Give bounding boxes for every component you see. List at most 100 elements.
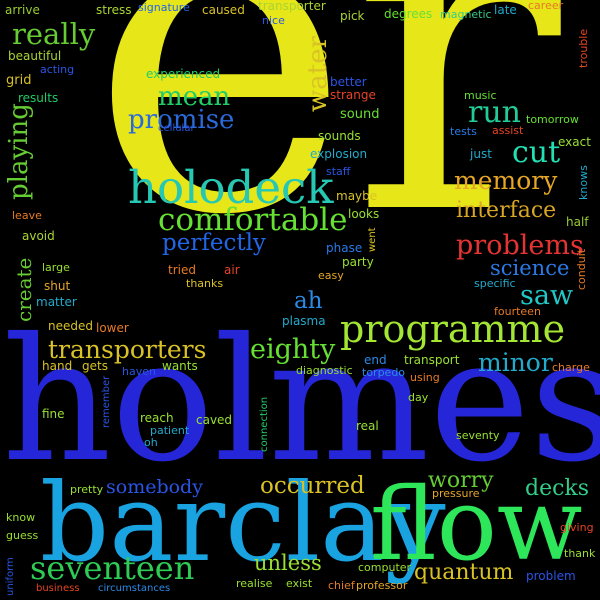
cloud-word: worry (428, 468, 494, 493)
cloud-word: trouble (577, 28, 590, 68)
cloud-word: stress (96, 3, 132, 17)
cloud-word: science (490, 256, 570, 280)
cloud-word: er (90, 0, 561, 311)
cloud-word: promise (128, 105, 235, 135)
cloud-word: eighty (250, 334, 336, 365)
cloud-word: strange (330, 88, 376, 102)
cloud-word: music (464, 89, 497, 102)
cloud-word: hand (42, 359, 73, 373)
cloud-word: guess (6, 529, 39, 542)
cloud-word: career (528, 0, 564, 12)
cloud-word: comfortable (158, 202, 348, 238)
cloud-word: uniform (5, 557, 16, 596)
cloud-word: know (6, 511, 36, 524)
cloud-word: charge (552, 361, 590, 374)
cloud-word: assist (492, 124, 524, 137)
cloud-word: easy (318, 269, 344, 282)
cloud-word: unless (254, 551, 322, 575)
cloud-word: sound (340, 107, 380, 122)
cloud-word: diagnostic (296, 364, 353, 377)
cloud-word: signature (138, 1, 190, 14)
cloud-word: knows (577, 165, 590, 200)
cloud-word: exact (558, 135, 591, 149)
cloud-word: computer (358, 561, 412, 574)
cloud-word: just (470, 147, 492, 161)
cloud-word: saw (520, 280, 574, 311)
cloud-word: water (303, 35, 333, 112)
cloud-word: flow (370, 466, 583, 583)
cloud-word: thanks (186, 277, 224, 290)
cloud-word: interface (456, 198, 557, 223)
cloud-word: tests (450, 125, 477, 138)
cloud-word: went (367, 227, 378, 252)
cloud-word: caused (202, 3, 245, 17)
cloud-word: degrees (384, 7, 433, 21)
cloud-word: end (364, 353, 387, 367)
cloud-word: plasma (282, 314, 326, 328)
cloud-word: tomorrow (526, 113, 579, 126)
cloud-word: transport (404, 353, 460, 367)
cloud-word: connection (259, 396, 270, 452)
cloud-word: perfectly (162, 230, 266, 256)
cloud-word: maybe (336, 189, 378, 203)
cloud-word: results (18, 91, 59, 105)
cloud-word: business (36, 583, 80, 594)
cloud-word: professor (356, 579, 408, 592)
cloud-word: seventeen (30, 549, 195, 587)
cloud-word: fourteen (494, 305, 541, 318)
cloud-word: oh (144, 436, 158, 449)
cloud-word: giving (560, 521, 594, 534)
cloud-word: quantum (414, 560, 514, 585)
cloud-word: circumstances (98, 583, 171, 594)
cloud-word: really (12, 17, 96, 51)
cloud-word: run (468, 95, 521, 130)
cloud-word: real (356, 419, 379, 433)
cloud-word: create (12, 257, 36, 322)
cloud-word: phase (326, 241, 363, 255)
cloud-word: tried (168, 263, 196, 277)
cloud-word: conduit (575, 248, 588, 290)
cloud-word: magnetic (440, 8, 492, 21)
cloud-word: problem (526, 569, 576, 583)
cloud-word: experienced (146, 67, 221, 81)
cloud-word: cut (512, 135, 561, 170)
cloud-word: caved (196, 413, 233, 427)
cloud-word: explosion (310, 147, 368, 161)
cloud-word: ah (294, 288, 323, 314)
cloud-word: leave (12, 209, 42, 222)
cloud-word: playing (4, 103, 34, 200)
cloud-word: beautiful (8, 49, 62, 63)
cloud-word: acting (40, 63, 75, 76)
cloud-word: avoid (22, 229, 55, 243)
cloud-word: party (342, 255, 374, 269)
cloud-word: gets (82, 359, 108, 373)
cloud-word: programme (340, 307, 566, 351)
cloud-word: pretty (70, 483, 104, 496)
cloud-word: wants (162, 359, 198, 373)
cloud-word: minor (478, 348, 553, 377)
cloud-word: decks (525, 476, 590, 501)
cloud-word: transporter (258, 0, 326, 13)
cloud-word: half (566, 215, 589, 229)
cloud-word: grid (6, 73, 32, 88)
cloud-word: seventy (456, 429, 500, 442)
cloud-word: matter (36, 295, 77, 309)
cloud-word: fine (42, 407, 65, 421)
cloud-word: large (42, 261, 70, 274)
cloud-word: patient (150, 424, 190, 437)
cloud-word: arrive (5, 3, 40, 17)
cloud-word: problems (456, 230, 584, 261)
cloud-word: late (494, 3, 517, 17)
cloud-word: better (330, 75, 367, 89)
cloud-word: barclay (40, 461, 446, 586)
cloud-word: lower (96, 321, 129, 335)
cloud-word: chief (328, 579, 355, 592)
cloud-word: somebody (106, 476, 203, 498)
cloud-word: haven (122, 365, 156, 378)
cloud-word: reach (140, 411, 174, 425)
cloud-word: specific (474, 277, 516, 290)
cloud-word: staff (326, 165, 351, 178)
cloud-word: sounds (318, 129, 361, 143)
cloud-word: holodeck (128, 161, 334, 214)
cloud-word: remember (101, 375, 112, 428)
